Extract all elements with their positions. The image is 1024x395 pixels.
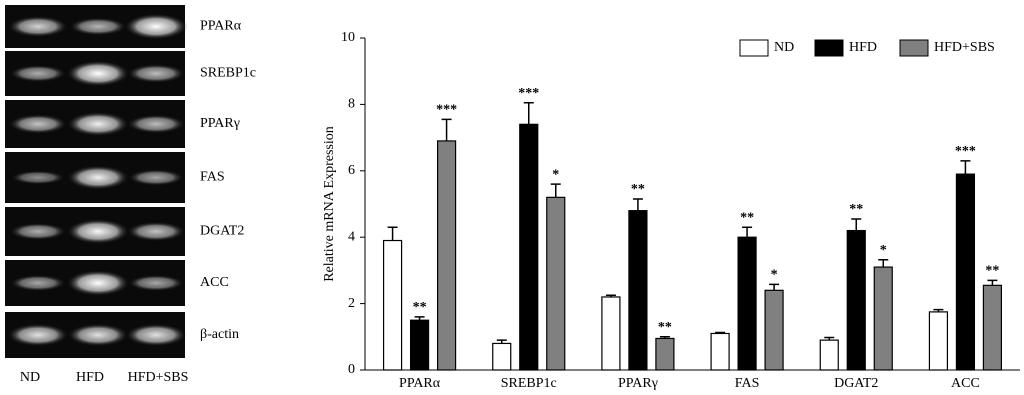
gel-band bbox=[67, 323, 129, 347]
bar bbox=[492, 342, 512, 371]
gel-gene-label: SREBP1c bbox=[200, 66, 256, 81]
bar bbox=[409, 319, 430, 371]
gel-band bbox=[125, 323, 187, 347]
x-tick-label: ACC bbox=[951, 376, 980, 391]
gel-band bbox=[124, 13, 188, 40]
gel-gene-label: DGAT2 bbox=[200, 224, 244, 239]
error-bar bbox=[878, 259, 889, 268]
gel-band bbox=[9, 64, 67, 83]
error-bar bbox=[659, 336, 670, 339]
bar bbox=[873, 266, 893, 371]
significance-label: * bbox=[880, 243, 887, 258]
legend-label: HFD+SBS bbox=[934, 40, 995, 55]
gel-gene-label: β-actin bbox=[200, 327, 239, 342]
bar bbox=[546, 196, 566, 371]
y-axis-label: Relative mRNA Expression bbox=[322, 126, 337, 282]
x-tick-label: DGAT2 bbox=[834, 376, 878, 391]
bar bbox=[628, 210, 648, 371]
error-bar bbox=[987, 279, 998, 286]
error-bar bbox=[715, 331, 726, 334]
gel-band bbox=[127, 274, 185, 292]
gel-band bbox=[126, 114, 186, 134]
gel-gene-label: PPARγ bbox=[200, 116, 240, 131]
error-bar bbox=[441, 118, 452, 141]
gel-band bbox=[126, 64, 186, 83]
x-tick-label: FAS bbox=[735, 376, 760, 391]
bar bbox=[955, 173, 976, 371]
gel-band bbox=[9, 222, 67, 241]
x-tick-label: PPARγ bbox=[618, 376, 658, 391]
x-tick-label: PPARα bbox=[399, 376, 441, 391]
gel-band bbox=[7, 15, 69, 38]
bar bbox=[982, 284, 1003, 371]
bar bbox=[928, 311, 949, 371]
error-bar bbox=[550, 183, 561, 198]
bar bbox=[382, 239, 403, 371]
significance-label: *** bbox=[518, 86, 539, 101]
y-tick-label: 10 bbox=[341, 30, 355, 45]
error-bar bbox=[824, 336, 835, 341]
gel-lane-label: HFD+SBS bbox=[128, 370, 189, 385]
bar bbox=[819, 339, 839, 371]
error-bar bbox=[414, 316, 425, 321]
bar bbox=[601, 296, 621, 371]
error-bar bbox=[387, 226, 398, 241]
y-tick-label: 8 bbox=[348, 97, 355, 112]
gel-band bbox=[66, 218, 130, 245]
gel-band bbox=[69, 17, 127, 36]
gel-band bbox=[127, 169, 185, 186]
gel-band bbox=[66, 165, 130, 190]
y-tick-label: 0 bbox=[348, 362, 355, 377]
x-tick-label: SREBP1c bbox=[501, 376, 557, 391]
gel-lane-label: ND bbox=[20, 370, 40, 385]
significance-label: * bbox=[552, 167, 559, 182]
bar bbox=[710, 332, 730, 371]
bar bbox=[655, 337, 675, 371]
significance-label: ** bbox=[658, 320, 672, 335]
gel-band bbox=[7, 323, 69, 347]
error-bar bbox=[742, 226, 753, 238]
legend-swatch bbox=[739, 39, 769, 57]
gel-band bbox=[66, 270, 130, 296]
y-tick-label: 6 bbox=[348, 163, 355, 178]
bar bbox=[519, 123, 539, 371]
significance-label: ** bbox=[849, 202, 863, 217]
legend-label: ND bbox=[774, 40, 794, 55]
gel-band bbox=[9, 274, 67, 292]
y-tick-label: 4 bbox=[348, 229, 355, 244]
significance-label: *** bbox=[955, 144, 976, 159]
error-bar bbox=[523, 101, 534, 125]
gel-gene-label: ACC bbox=[200, 275, 229, 290]
gel-gene-label: FAS bbox=[200, 170, 225, 185]
significance-label: ** bbox=[413, 300, 427, 315]
bar bbox=[737, 236, 757, 371]
significance-label: * bbox=[771, 268, 778, 283]
legend-swatch bbox=[899, 39, 929, 57]
significance-label: ** bbox=[631, 182, 645, 197]
gel-band bbox=[10, 170, 66, 185]
error-bar bbox=[960, 160, 971, 175]
significance-label: ** bbox=[985, 264, 999, 279]
gel-band bbox=[126, 221, 186, 242]
error-bar bbox=[605, 294, 616, 297]
significance-label: *** bbox=[436, 103, 457, 118]
gel-band bbox=[66, 111, 130, 137]
gel-gene-label: PPARα bbox=[200, 19, 242, 34]
legend-label: HFD bbox=[849, 40, 877, 55]
error-bar bbox=[933, 308, 944, 312]
bar bbox=[846, 229, 866, 371]
significance-label: ** bbox=[740, 210, 754, 225]
error-bar bbox=[769, 283, 780, 291]
gel-band bbox=[8, 114, 68, 134]
bar bbox=[436, 140, 457, 371]
error-bar bbox=[632, 198, 643, 211]
y-tick-label: 2 bbox=[348, 296, 355, 311]
error-bar bbox=[496, 339, 507, 344]
bar bbox=[764, 289, 784, 371]
legend-swatch bbox=[814, 39, 844, 57]
error-bar bbox=[851, 218, 862, 231]
gel-band bbox=[66, 60, 130, 87]
gel-lane-label: HFD bbox=[76, 370, 104, 385]
